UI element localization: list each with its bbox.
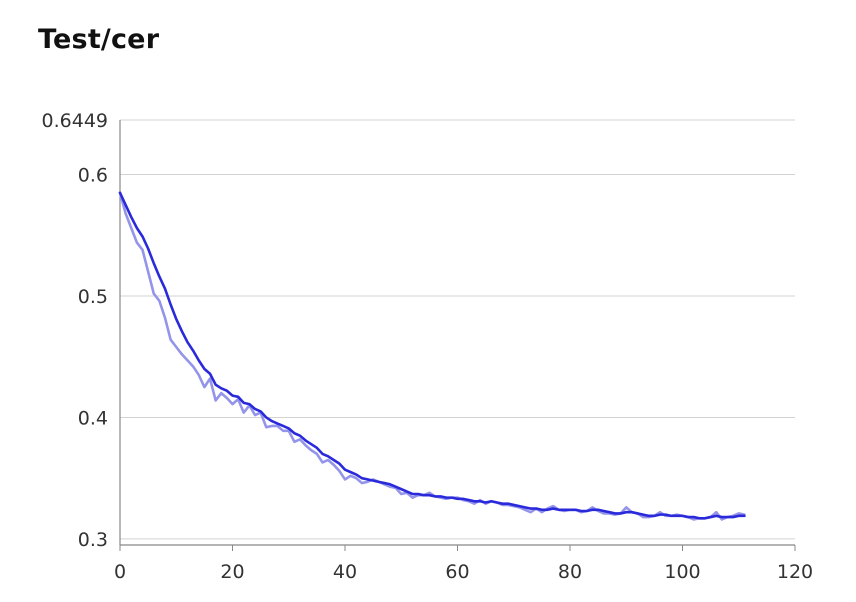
series-group <box>118 191 746 521</box>
y-tick-label: 0.6 <box>78 165 108 187</box>
y-tick-label: 0.6449 <box>42 110 108 132</box>
grid-lines <box>120 119 795 540</box>
x-tick-label: 0 <box>114 561 126 583</box>
x-tick-label: 100 <box>664 561 700 583</box>
tick-labels: 0.3 0.4 0.5 0.6 0.6449 0 20 40 60 80 100 120 <box>42 110 814 583</box>
y-tick-label: 0.5 <box>78 286 108 308</box>
x-tick-label: 40 <box>333 561 357 583</box>
x-tick-label: 120 <box>777 561 813 583</box>
x-tick-label: 20 <box>220 561 244 583</box>
axes <box>119 120 796 551</box>
y-tick-label: 0.4 <box>78 407 108 429</box>
x-tick-label: 80 <box>558 561 582 583</box>
chart-title: Test/cer <box>38 24 160 55</box>
smoothed-series-line <box>118 191 746 520</box>
x-tick-label: 60 <box>445 561 469 583</box>
raw-series-line <box>118 191 746 521</box>
y-tick-label: 0.3 <box>78 529 108 551</box>
